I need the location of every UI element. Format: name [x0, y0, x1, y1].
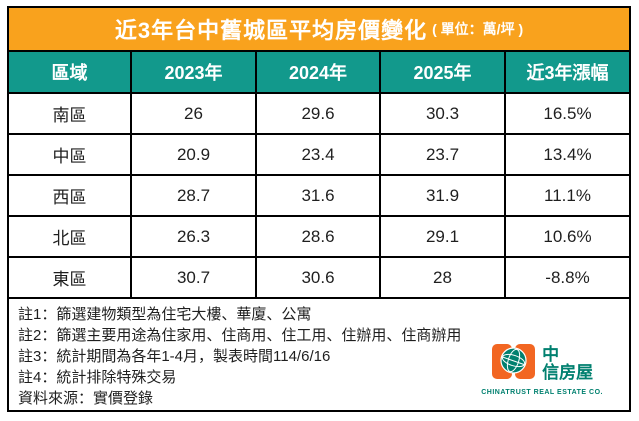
note-line: 註2：篩選主要用途為住家用、住商用、住工用、住辦用、住商辦用: [18, 327, 462, 344]
change-cell: 11.1%: [506, 176, 629, 215]
value-cell: 28.7: [132, 176, 255, 215]
district-cell: 東區: [9, 258, 130, 297]
logo-row: 中 信房屋: [491, 341, 593, 387]
title-bar: 近3年台中舊城區平均房價變化 ( 單位：萬/坪 ): [9, 8, 629, 52]
note-line: 註4：統計排除特殊交易: [18, 369, 177, 386]
price-table-sheet: 近3年台中舊城區平均房價變化 ( 單位：萬/坪 ) 區域 2023年 2024年 20…: [7, 6, 631, 412]
value-cell: 26.3: [132, 217, 255, 256]
company-logo: 中 信房屋 CHINATRUST REAL ESTATE CO.: [481, 341, 603, 396]
value-cell: 29.6: [257, 94, 379, 133]
header-cell: 近3年漲幅: [506, 52, 629, 92]
note-line: 註1：篩選建物類型為住宅大樓、華廈、公寓: [18, 306, 312, 323]
note-line: 註3：統計期間為各年1-4月，製表時間114/6/16: [18, 348, 331, 365]
value-cell: 23.7: [381, 135, 504, 174]
value-cell: 28: [381, 258, 504, 297]
note-line: 資料來源：實價登錄: [18, 390, 154, 407]
header-cell: 區域: [9, 52, 130, 92]
logo-chinese-name: 中 信房屋: [542, 344, 594, 383]
district-cell: 北區: [9, 217, 130, 256]
value-cell: 30.6: [257, 258, 379, 297]
logo-cn-top: 中: [542, 344, 560, 364]
district-cell: 西區: [9, 176, 130, 215]
value-cell: 30.3: [381, 94, 504, 133]
change-cell: 16.5%: [506, 94, 629, 133]
change-cell: 13.4%: [506, 135, 629, 174]
title-unit: ( 單位：萬/坪 ): [432, 21, 524, 37]
value-cell: 29.1: [381, 217, 504, 256]
value-cell: 23.4: [257, 135, 379, 174]
header-cell: 2025年: [381, 52, 504, 92]
chinatrust-globe-icon: [491, 341, 537, 387]
district-cell: 南區: [9, 94, 130, 133]
price-table: 區域 2023年 2024年 2025年 近3年漲幅南區 26 29.6 30.3 16.5% 中…: [9, 52, 629, 299]
value-cell: 31.9: [381, 176, 504, 215]
value-cell: 28.6: [257, 217, 379, 256]
header-cell: 2023年: [132, 52, 255, 92]
change-cell: -8.8%: [506, 258, 629, 297]
value-cell: 31.6: [257, 176, 379, 215]
district-cell: 中區: [9, 135, 130, 174]
logo-english-name: CHINATRUST REAL ESTATE CO.: [481, 389, 603, 396]
header-cell: 2024年: [257, 52, 379, 92]
value-cell: 26: [132, 94, 255, 133]
page-title: 近3年台中舊城區平均房價變化: [114, 18, 428, 43]
notes-list: 註1：篩選建物類型為住宅大樓、華廈、公寓註2：篩選主要用途為住家用、住商用、住工…: [18, 304, 629, 409]
value-cell: 20.9: [132, 135, 255, 174]
logo-cn-bottom: 信房屋: [542, 363, 594, 382]
change-cell: 10.6%: [506, 217, 629, 256]
notes-area: 註1：篩選建物類型為住宅大樓、華廈、公寓註2：篩選主要用途為住家用、住商用、住工…: [9, 299, 629, 410]
value-cell: 30.7: [132, 258, 255, 297]
